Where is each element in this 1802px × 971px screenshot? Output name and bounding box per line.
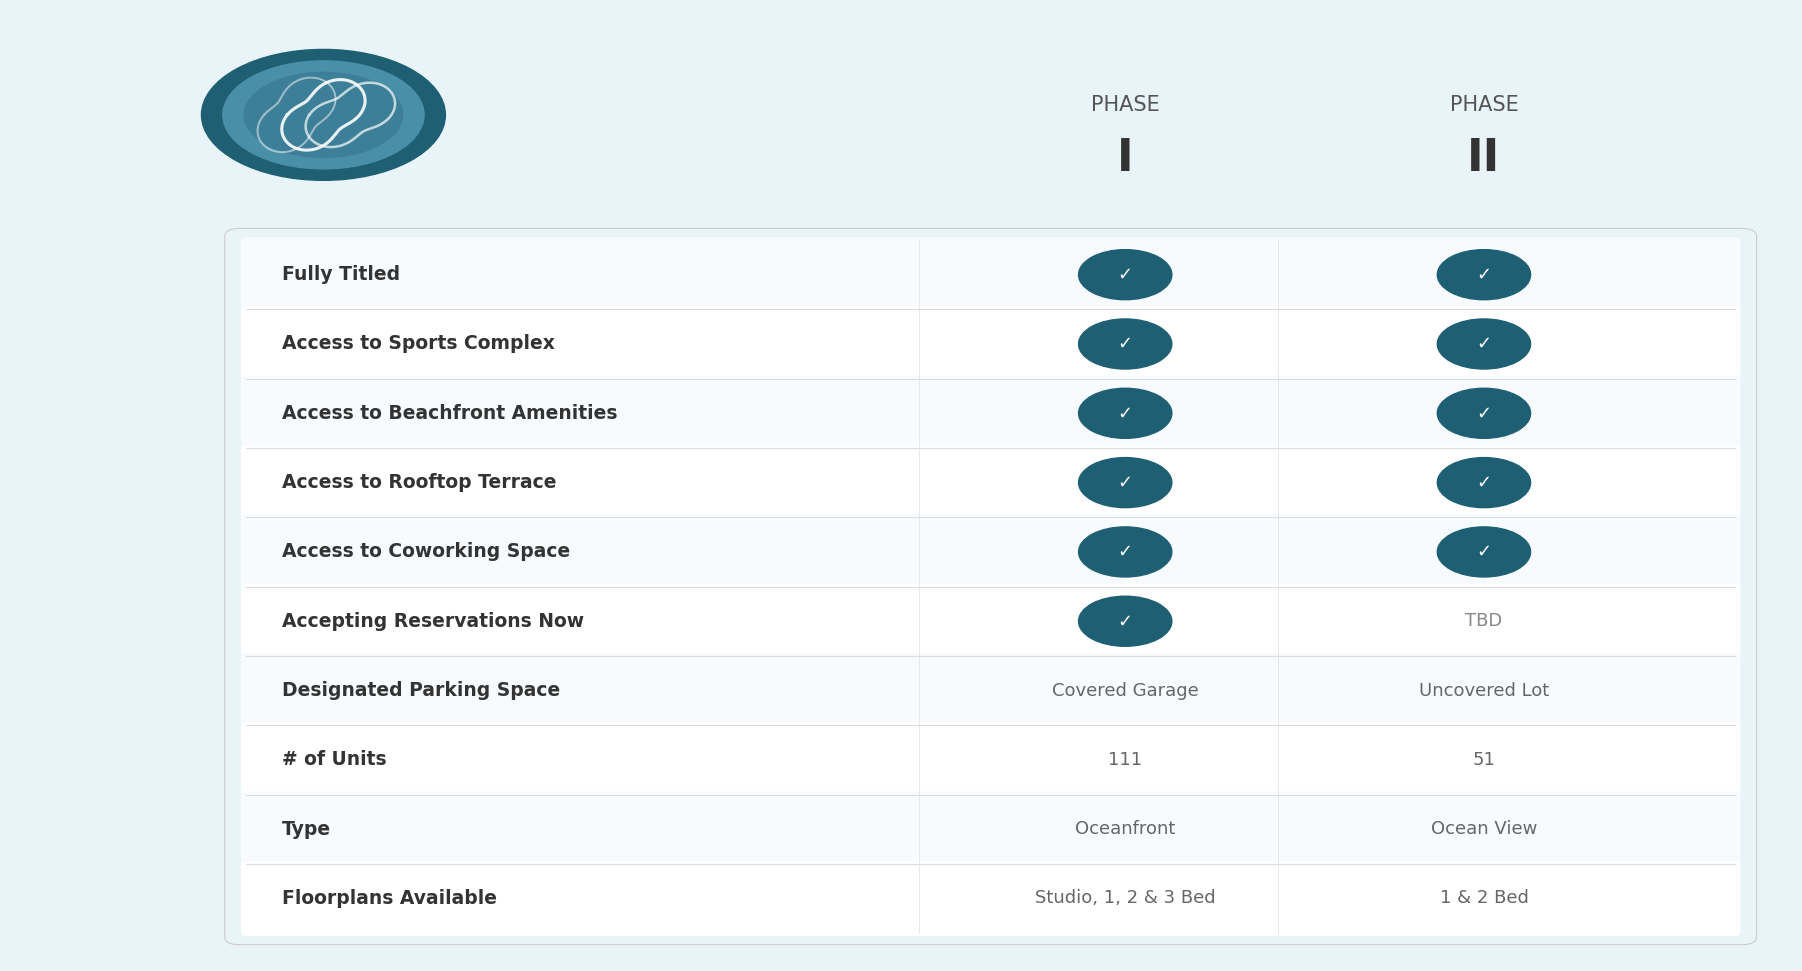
Ellipse shape — [202, 50, 445, 181]
Text: Ocean View: Ocean View — [1431, 820, 1537, 838]
Circle shape — [1438, 250, 1530, 300]
Text: ✓: ✓ — [1476, 266, 1492, 284]
Text: # of Units: # of Units — [283, 751, 387, 769]
Text: ✓: ✓ — [1117, 266, 1133, 284]
Text: Access to Rooftop Terrace: Access to Rooftop Terrace — [283, 473, 557, 492]
Ellipse shape — [223, 61, 423, 169]
FancyBboxPatch shape — [241, 515, 1741, 589]
Circle shape — [1438, 318, 1530, 369]
Circle shape — [1079, 388, 1171, 438]
Text: 1 & 2 Bed: 1 & 2 Bed — [1440, 889, 1528, 908]
Text: I: I — [1117, 137, 1133, 180]
Text: Designated Parking Space: Designated Parking Space — [283, 681, 560, 700]
FancyBboxPatch shape — [241, 653, 1741, 728]
Text: PHASE: PHASE — [1090, 95, 1159, 116]
Text: Covered Garage: Covered Garage — [1052, 682, 1198, 699]
Text: Fully Titled: Fully Titled — [283, 265, 400, 285]
Text: Type: Type — [283, 820, 332, 839]
Text: ✓: ✓ — [1117, 543, 1133, 561]
Circle shape — [1079, 596, 1171, 647]
Text: ✓: ✓ — [1476, 335, 1492, 353]
FancyBboxPatch shape — [241, 861, 1741, 936]
Text: ✓: ✓ — [1117, 335, 1133, 353]
Text: Studio, 1, 2 & 3 Bed: Studio, 1, 2 & 3 Bed — [1034, 889, 1216, 908]
Circle shape — [1079, 250, 1171, 300]
FancyBboxPatch shape — [241, 307, 1741, 382]
FancyBboxPatch shape — [241, 791, 1741, 867]
Text: TBD: TBD — [1465, 613, 1503, 630]
Text: Access to Beachfront Amenities: Access to Beachfront Amenities — [283, 404, 618, 422]
Text: ✓: ✓ — [1117, 474, 1133, 491]
Text: ✓: ✓ — [1117, 404, 1133, 422]
Text: ✓: ✓ — [1476, 404, 1492, 422]
Text: ✓: ✓ — [1476, 543, 1492, 561]
Text: 51: 51 — [1472, 751, 1496, 769]
Text: Uncovered Lot: Uncovered Lot — [1418, 682, 1550, 699]
FancyBboxPatch shape — [241, 584, 1741, 658]
Text: PHASE: PHASE — [1449, 95, 1519, 116]
Text: 111: 111 — [1108, 751, 1142, 769]
Circle shape — [1438, 388, 1530, 438]
FancyBboxPatch shape — [241, 722, 1741, 797]
Ellipse shape — [243, 72, 402, 157]
FancyBboxPatch shape — [241, 376, 1741, 451]
Text: Access to Coworking Space: Access to Coworking Space — [283, 543, 571, 561]
Text: Floorplans Available: Floorplans Available — [283, 889, 497, 908]
Text: Accepting Reservations Now: Accepting Reservations Now — [283, 612, 584, 631]
Text: ✓: ✓ — [1476, 474, 1492, 491]
Circle shape — [1438, 527, 1530, 577]
Circle shape — [1438, 457, 1530, 508]
Circle shape — [1079, 318, 1171, 369]
Circle shape — [1079, 457, 1171, 508]
Text: Oceanfront: Oceanfront — [1076, 820, 1175, 838]
FancyBboxPatch shape — [241, 237, 1741, 313]
FancyBboxPatch shape — [241, 445, 1741, 520]
Text: Access to Sports Complex: Access to Sports Complex — [283, 334, 555, 353]
Text: ✓: ✓ — [1117, 613, 1133, 630]
Text: II: II — [1467, 137, 1501, 180]
Circle shape — [1079, 527, 1171, 577]
